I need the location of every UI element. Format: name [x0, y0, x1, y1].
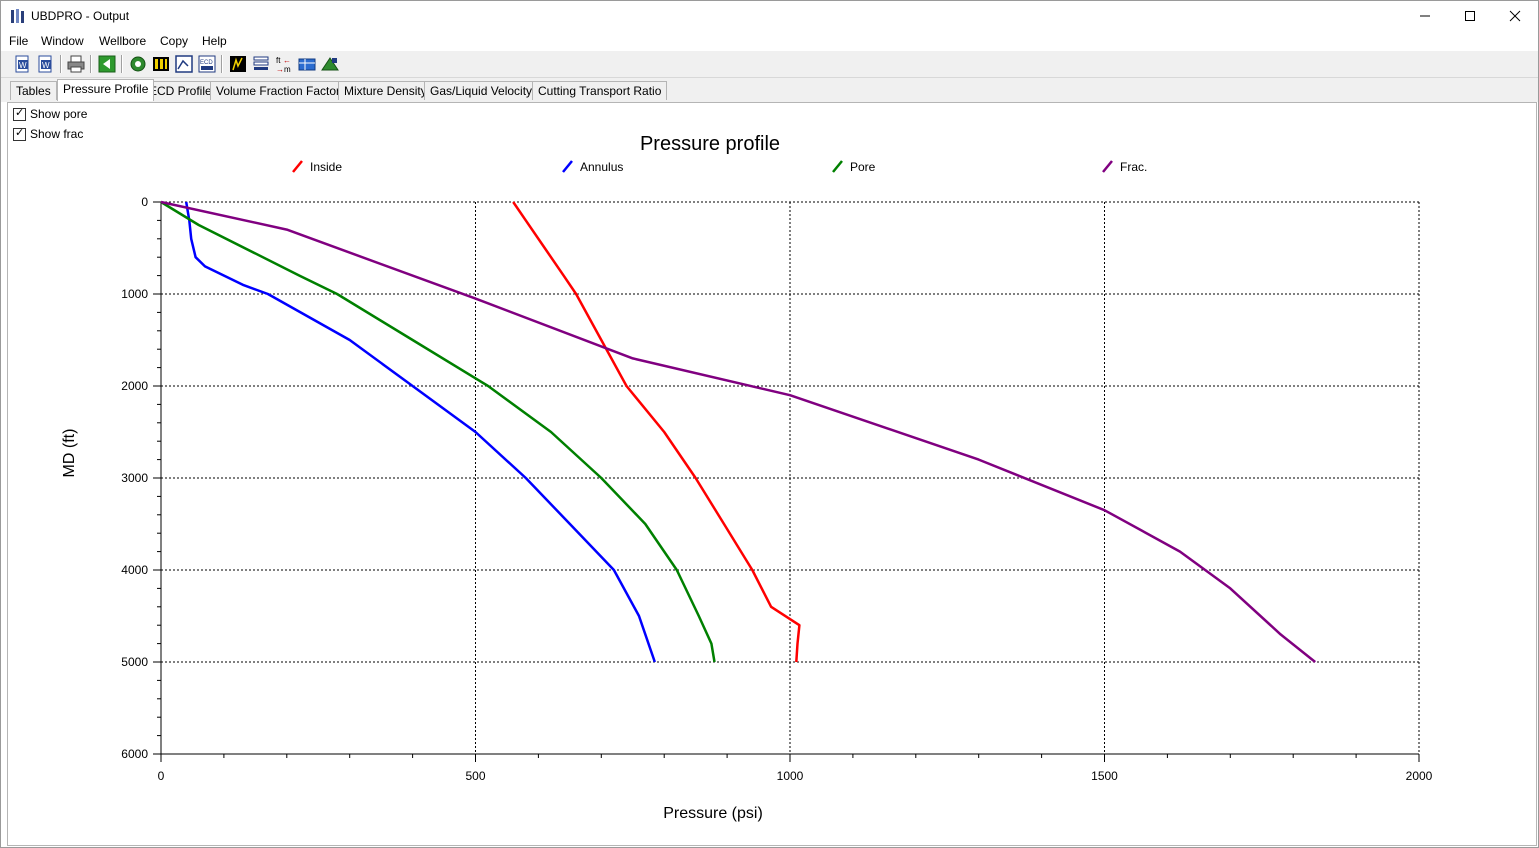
chart-legend: Inside Annulus Pore Frac.: [292, 160, 1147, 174]
title-bar: UBDPRO - Output: [1, 1, 1538, 31]
tab-strip: Tables Pressure Profile ECD Profile Volu…: [1, 78, 1538, 102]
x-tick-label: 500: [465, 769, 485, 783]
tab-cutting-transport-ratio[interactable]: Cutting Transport Ratio: [532, 81, 668, 100]
y-axis-label: MD (ft): [61, 429, 78, 478]
x-tick-label: 2000: [1406, 769, 1433, 783]
back-arrow-icon[interactable]: [97, 54, 117, 74]
show-pore-checkbox[interactable]: ✓: [13, 107, 26, 121]
maximize-icon: [1465, 11, 1475, 21]
word-export-icon[interactable]: W: [36, 54, 56, 74]
menu-help[interactable]: Help: [202, 34, 227, 48]
legend-label: Annulus: [580, 160, 623, 174]
tab-mixture-density[interactable]: Mixture Density: [338, 81, 433, 100]
close-icon: [1509, 10, 1521, 22]
ecd-icon[interactable]: ECD: [197, 54, 217, 74]
y-tick-label: 3000: [121, 471, 148, 485]
svg-text:←: ←: [283, 56, 291, 65]
app-icon: [11, 9, 24, 23]
series-line-frac: [160, 200, 1316, 663]
pressure-profile-panel: ✓ Show pore ✓ Show frac: [7, 102, 1537, 846]
y-tick-label: 6000: [121, 747, 148, 761]
menu-copy[interactable]: Copy: [160, 34, 189, 48]
svg-text:m: m: [284, 65, 291, 74]
x-tick-label: 0: [158, 769, 165, 783]
svg-text:W: W: [19, 61, 27, 70]
toolbar-separator: [221, 55, 223, 73]
refresh-icon[interactable]: [128, 54, 148, 74]
toolbar-separator: [90, 55, 92, 73]
series-line-annulus: [184, 201, 656, 663]
tab-gas-liquid-velocity[interactable]: Gas/Liquid Velocity: [424, 81, 539, 100]
plot-icon[interactable]: [228, 54, 248, 74]
tab-ecd-profile[interactable]: ECD Profile: [143, 81, 218, 100]
y-tick-label: 0: [141, 195, 148, 209]
y-tick-label: 4000: [121, 563, 148, 577]
svg-text:ft: ft: [276, 56, 281, 65]
stack-icon[interactable]: [251, 54, 271, 74]
legend-label: Pore: [850, 160, 876, 174]
svg-text:ECD: ECD: [200, 60, 213, 66]
chart-grid: [161, 201, 1420, 754]
tab-pressure-profile[interactable]: Pressure Profile: [57, 79, 155, 101]
table-icon[interactable]: [297, 54, 317, 74]
show-frac-checkbox[interactable]: ✓: [13, 127, 26, 141]
chart-axes: 0 500 1000 1500 2000 0 1000 2000 3000 4000 5000 600…: [121, 195, 1432, 783]
columns-icon[interactable]: [151, 54, 171, 74]
window-title: UBDPRO - Output: [31, 9, 130, 23]
close-button[interactable]: [1492, 1, 1538, 31]
menu-bar: File Window Wellbore Copy Help: [1, 31, 1538, 51]
legend-swatch: [1102, 160, 1113, 173]
legend-label: Frac.: [1120, 160, 1147, 174]
chart-title: Pressure profile: [640, 133, 780, 155]
chart-series: [160, 200, 1316, 663]
x-axis-label: Pressure (psi): [663, 805, 763, 822]
menu-window[interactable]: Window: [41, 34, 84, 48]
toolbar: W W ECD ft ← → m: [1, 51, 1538, 78]
maximize-button[interactable]: [1447, 1, 1493, 31]
series-line-inside: [512, 201, 801, 663]
svg-text:→: →: [276, 65, 284, 74]
toolbar-separator: [121, 55, 123, 73]
series-line-pore: [160, 200, 716, 663]
tab-volume-fraction-factors[interactable]: Volume Fraction Factors: [210, 81, 353, 100]
legend-swatch: [562, 160, 573, 173]
chart-select-icon[interactable]: [174, 54, 194, 74]
ft-m-convert-icon[interactable]: ft ←→ m: [274, 54, 294, 74]
check-mark-icon: ✓: [15, 107, 25, 119]
tab-tables[interactable]: Tables: [10, 81, 57, 100]
svg-text:W: W: [42, 61, 50, 70]
y-tick-label: 2000: [121, 379, 148, 393]
minimize-button[interactable]: [1402, 1, 1448, 31]
word-doc-icon[interactable]: W: [13, 54, 33, 74]
x-tick-label: 1000: [777, 769, 804, 783]
print-icon[interactable]: [66, 54, 86, 74]
check-mark-icon: ✓: [15, 127, 25, 139]
toolbar-separator: [60, 55, 62, 73]
legend-swatch: [832, 160, 843, 173]
y-tick-label: 1000: [121, 287, 148, 301]
minimize-icon: [1420, 15, 1430, 17]
y-tick-label: 5000: [121, 655, 148, 669]
x-tick-label: 1500: [1091, 769, 1118, 783]
show-frac-label: Show frac: [30, 127, 84, 141]
menu-file[interactable]: File: [9, 34, 29, 48]
export-icon[interactable]: [320, 54, 340, 74]
legend-swatch: [292, 160, 303, 173]
legend-label: Inside: [310, 160, 342, 174]
menu-wellbore[interactable]: Wellbore: [99, 34, 147, 48]
show-pore-label: Show pore: [30, 107, 88, 121]
